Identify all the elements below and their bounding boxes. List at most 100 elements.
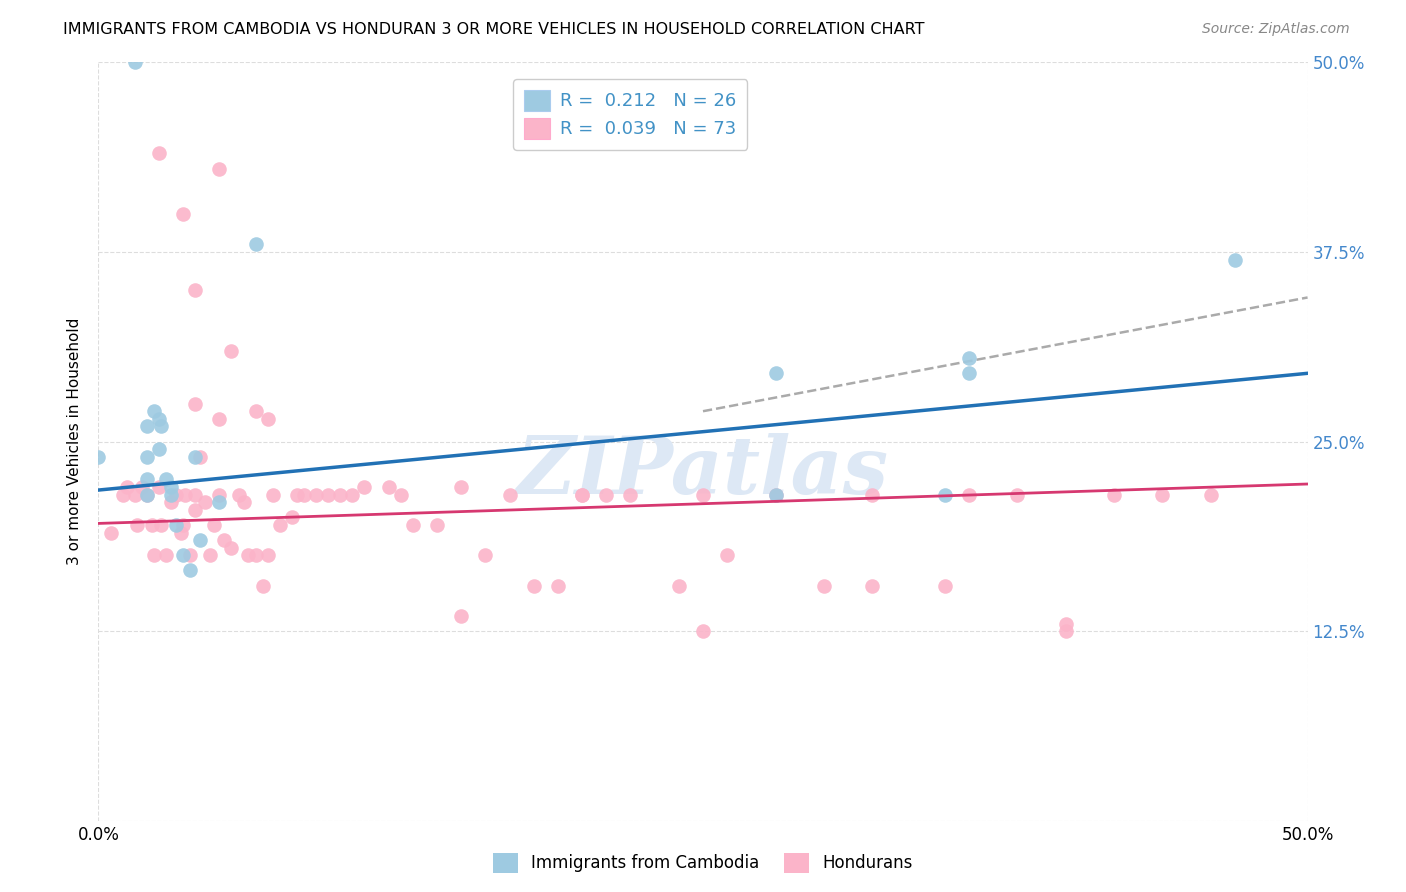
Point <box>571 487 593 501</box>
Point <box>716 548 738 563</box>
Point <box>305 487 328 501</box>
Point <box>342 487 364 501</box>
Point <box>595 487 617 501</box>
Point <box>860 487 883 501</box>
Point <box>256 412 278 426</box>
Point <box>934 487 956 501</box>
Point <box>813 579 835 593</box>
Point <box>184 503 207 517</box>
Point <box>1054 624 1077 639</box>
Point <box>174 487 197 501</box>
Point <box>957 351 980 366</box>
Point <box>188 450 211 464</box>
Point <box>208 495 231 509</box>
Point <box>100 525 122 540</box>
Point <box>281 510 304 524</box>
Point <box>124 55 146 70</box>
Point <box>160 487 183 501</box>
Point <box>111 487 134 501</box>
Point <box>160 480 183 494</box>
Point <box>135 450 157 464</box>
Point <box>285 487 308 501</box>
Point <box>148 442 170 457</box>
Point <box>1007 487 1029 501</box>
Point <box>474 548 496 563</box>
Point <box>316 487 339 501</box>
Point <box>143 548 166 563</box>
Legend: R =  0.212   N = 26, R =  0.039   N = 73: R = 0.212 N = 26, R = 0.039 N = 73 <box>513 79 748 150</box>
Point <box>353 480 375 494</box>
Point <box>377 480 399 494</box>
Point <box>450 480 472 494</box>
Text: IMMIGRANTS FROM CAMBODIA VS HONDURAN 3 OR MORE VEHICLES IN HOUSEHOLD CORRELATION: IMMIGRANTS FROM CAMBODIA VS HONDURAN 3 O… <box>63 22 925 37</box>
Point <box>1054 616 1077 631</box>
Point <box>169 525 191 540</box>
Point <box>117 480 139 494</box>
Point <box>765 487 787 501</box>
Point <box>692 624 714 639</box>
Point <box>135 487 157 501</box>
Point <box>292 487 315 501</box>
Point <box>179 548 201 563</box>
Point <box>619 487 641 501</box>
Point <box>957 366 980 380</box>
Point <box>135 487 157 501</box>
Point <box>1199 487 1222 501</box>
Point <box>228 487 250 501</box>
Point <box>668 579 690 593</box>
Point <box>245 237 267 252</box>
Point <box>165 487 187 501</box>
Point <box>194 495 217 509</box>
Point <box>692 487 714 501</box>
Point <box>245 404 267 418</box>
Point <box>148 146 170 161</box>
Text: ZIPatlas: ZIPatlas <box>517 434 889 510</box>
Point <box>172 207 194 221</box>
Point <box>131 480 153 494</box>
Point <box>523 579 546 593</box>
Point <box>402 517 425 532</box>
Point <box>1102 487 1125 501</box>
Point <box>389 487 412 501</box>
Point <box>188 533 211 548</box>
Point <box>1152 487 1174 501</box>
Point <box>426 517 449 532</box>
Point <box>141 517 163 532</box>
Point <box>172 517 194 532</box>
Point <box>127 517 149 532</box>
Text: Source: ZipAtlas.com: Source: ZipAtlas.com <box>1202 22 1350 37</box>
Point <box>860 579 883 593</box>
Point <box>329 487 352 501</box>
Point <box>179 564 201 578</box>
Point <box>765 366 787 380</box>
Point <box>208 412 231 426</box>
Point <box>184 487 207 501</box>
Legend: Immigrants from Cambodia, Hondurans: Immigrants from Cambodia, Hondurans <box>486 847 920 880</box>
Point <box>135 473 157 487</box>
Point <box>1223 252 1246 267</box>
Y-axis label: 3 or more Vehicles in Household: 3 or more Vehicles in Household <box>67 318 83 566</box>
Point <box>148 412 170 426</box>
Point <box>765 487 787 501</box>
Point <box>155 473 177 487</box>
Point <box>160 495 183 509</box>
Point <box>221 541 243 555</box>
Point <box>252 579 274 593</box>
Point <box>934 579 956 593</box>
Point <box>150 419 173 434</box>
Point <box>238 548 260 563</box>
Point <box>208 487 231 501</box>
Point <box>165 517 187 532</box>
Point <box>221 343 243 358</box>
Point <box>135 419 157 434</box>
Point <box>269 517 291 532</box>
Point <box>184 396 207 410</box>
Point <box>172 548 194 563</box>
Point <box>155 548 177 563</box>
Point <box>571 487 593 501</box>
Point <box>547 579 569 593</box>
Point <box>87 450 110 464</box>
Point <box>143 404 166 418</box>
Point <box>148 480 170 494</box>
Point <box>124 487 146 501</box>
